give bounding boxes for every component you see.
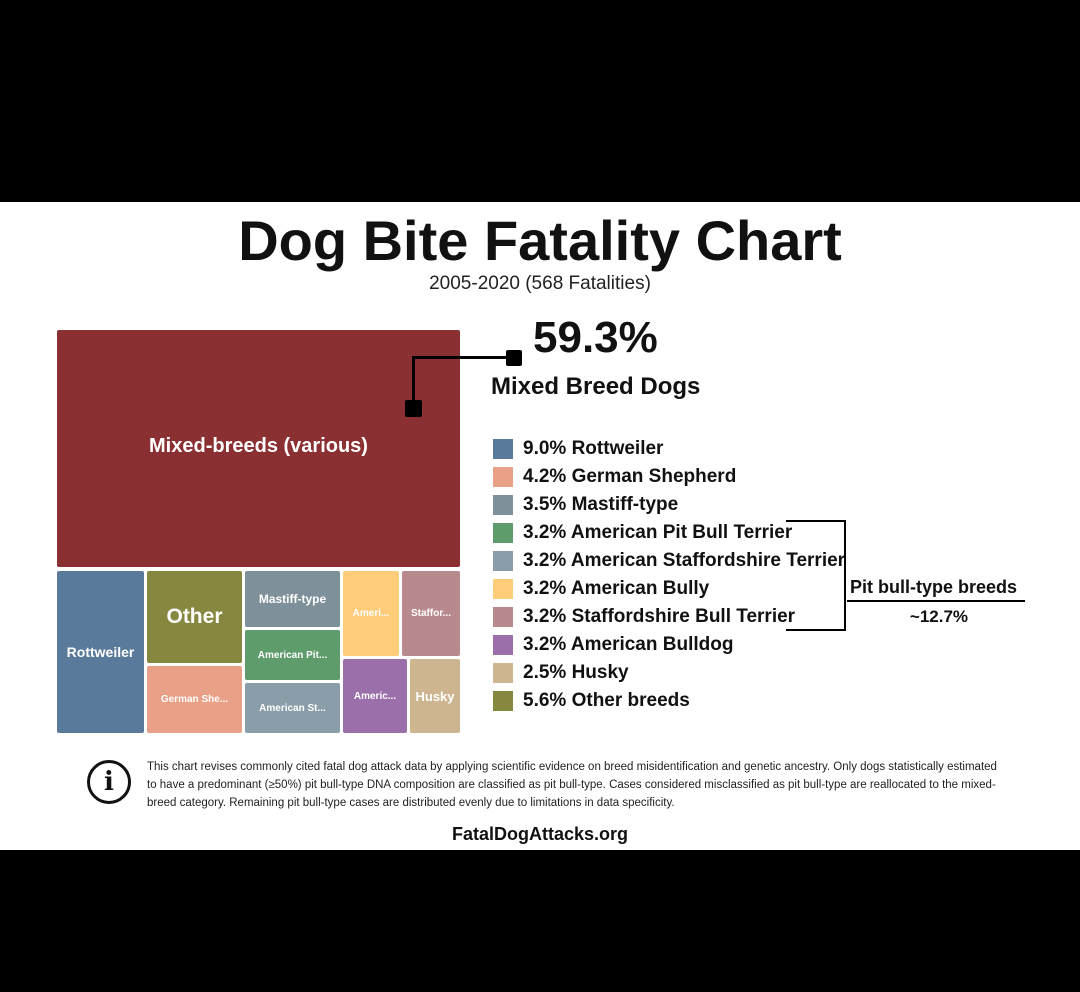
legend-item: 9.0% Rottweiler — [493, 435, 845, 463]
chart-title: Dog Bite Fatality Chart — [238, 209, 842, 272]
highlight-label: Mixed Breed Dogs — [491, 373, 701, 400]
legend-item: 3.2% American Pit Bull Terrier — [493, 519, 845, 547]
group-annotation-value: ~12.7% — [909, 607, 969, 626]
treemap-tile-label: Mixed-breeds (various) — [149, 435, 368, 457]
legend-label: 3.2% American Staffordshire Terrier — [523, 550, 846, 571]
info-icon: i — [87, 760, 131, 804]
callout-line-vertical — [412, 356, 415, 408]
legend-label: 3.5% Mastiff-type — [523, 494, 679, 515]
treemap-tile: Rottweiler — [57, 571, 144, 733]
callout-end-marker — [506, 350, 522, 366]
treemap-tile-label: Husky — [415, 688, 455, 704]
treemap-tile-label: Staffor... — [410, 608, 451, 619]
legend-label: 2.5% Husky — [523, 662, 629, 683]
legend-item: 4.2% German Shepherd — [493, 463, 845, 491]
highlight-percent: 59.3% — [533, 313, 658, 362]
chart-panel: Dog Bite Fatality Chart 2005-2020 (568 F… — [0, 202, 1080, 850]
legend-swatch — [493, 579, 513, 599]
group-annotation-underline — [847, 600, 1025, 602]
legend-label: 3.2% American Bully — [523, 578, 710, 599]
treemap-tile: Ameri... — [343, 571, 399, 656]
legend-item: 3.5% Mastiff-type — [493, 491, 845, 519]
legend-swatch — [493, 439, 513, 459]
legend-label: 4.2% German Shepherd — [523, 466, 737, 487]
callout-line-horizontal — [413, 356, 514, 359]
treemap-tile: American Pit... — [245, 630, 340, 680]
legend-swatch — [493, 467, 513, 487]
treemap-tile: Husky — [410, 659, 460, 733]
legend-swatch — [493, 663, 513, 683]
legend-swatch — [493, 495, 513, 515]
legend-label: 5.6% Other breeds — [523, 690, 690, 711]
treemap-tile-label: Mastiff-type — [258, 592, 327, 606]
group-annotation-label: Pit bull-type breeds — [850, 577, 1018, 597]
treemap-tile-label: Other — [166, 605, 223, 628]
legend-label: 3.2% Staffordshire Bull Terrier — [523, 606, 796, 627]
treemap-tile: Mixed-breeds (various) — [57, 330, 460, 567]
legend-swatch — [493, 691, 513, 711]
treemap-tile-label: Ameri... — [352, 608, 390, 619]
callout-start-marker — [405, 400, 422, 417]
legend-item: 3.2% Staffordshire Bull Terrier — [493, 603, 845, 631]
legend-item: 5.6% Other breeds — [493, 687, 845, 715]
treemap-tile: German She... — [147, 666, 242, 733]
legend-item: 3.2% American Staffordshire Terrier — [493, 547, 845, 575]
treemap-tile-label: Americ... — [353, 690, 397, 702]
legend-label: 3.2% American Pit Bull Terrier — [523, 522, 793, 543]
legend-label: 9.0% Rottweiler — [523, 438, 664, 459]
chart-subtitle: 2005-2020 (568 Fatalities) — [429, 273, 651, 294]
treemap-tile-label: German She... — [160, 694, 229, 705]
info-text: This chart revises commonly cited fatal … — [147, 761, 997, 809]
treemap-tile: Staffor... — [402, 571, 460, 656]
legend-item: 3.2% American Bully — [493, 575, 845, 603]
treemap-tile-label: American St... — [259, 702, 326, 714]
legend: 9.0% Rottweiler 4.2% German Shepherd 3.5% … — [493, 435, 845, 715]
legend-swatch — [493, 635, 513, 655]
pit-bull-bracket — [786, 520, 846, 631]
legend-item: 2.5% Husky — [493, 659, 845, 687]
treemap-tile: Americ... — [343, 659, 407, 733]
treemap-tile-label: Rottweiler — [66, 644, 135, 660]
treemap-tile: Mastiff-type — [245, 571, 340, 627]
legend-label: 3.2% American Bulldog — [523, 634, 734, 655]
legend-swatch — [493, 523, 513, 543]
treemap-tile: American St... — [245, 683, 340, 733]
source-credit: FatalDogAttacks.org — [451, 824, 629, 844]
legend-swatch — [493, 607, 513, 627]
treemap-tile: Other — [147, 571, 242, 663]
treemap-tile-label: American Pit... — [257, 649, 328, 661]
legend-item: 3.2% American Bulldog — [493, 631, 845, 659]
legend-swatch — [493, 551, 513, 571]
